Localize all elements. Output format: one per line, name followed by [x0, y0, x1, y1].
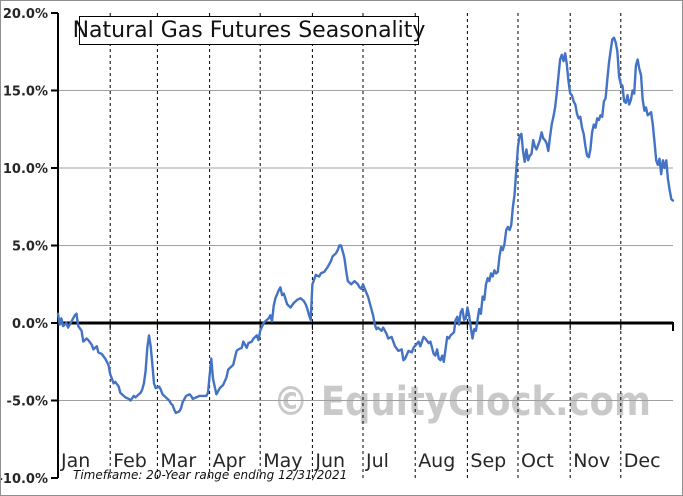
x-axis-label: May — [263, 450, 302, 472]
y-axis-label: -5.0% — [7, 395, 48, 410]
x-axis-label: Aug — [418, 450, 455, 472]
x-axis-label: Jun — [314, 450, 345, 472]
x-axis-label: Mar — [160, 450, 196, 472]
seasonality-line — [56, 36, 675, 415]
y-axis-label: -10.0% — [1, 472, 48, 487]
x-axis-label: Apr — [213, 450, 246, 472]
x-axis-label: Oct — [521, 450, 554, 472]
y-axis-label: 15.0% — [3, 85, 48, 100]
timeframe-note: Timeframe: 20-Year range ending 12/31/20… — [73, 468, 348, 482]
x-axis-label: Dec — [624, 450, 661, 472]
x-axis-label: Feb — [113, 450, 147, 472]
y-axis-label: 10.0% — [3, 162, 48, 177]
watermark-text: © EquityClock.com — [273, 379, 651, 425]
x-axis-label: Nov — [573, 450, 610, 472]
chart-title-box: Natural Gas Futures Seasonality — [73, 16, 425, 45]
y-axis-label: 0.0% — [12, 317, 48, 332]
y-axis-label: 5.0% — [12, 240, 48, 255]
x-axis-label: Jul — [365, 450, 389, 472]
x-axis-label: Jan — [60, 450, 90, 472]
x-axis-label: Sep — [470, 450, 506, 472]
chart-title: Natural Gas Futures Seasonality — [72, 18, 426, 43]
y-axis-label: 20.0% — [3, 7, 48, 22]
